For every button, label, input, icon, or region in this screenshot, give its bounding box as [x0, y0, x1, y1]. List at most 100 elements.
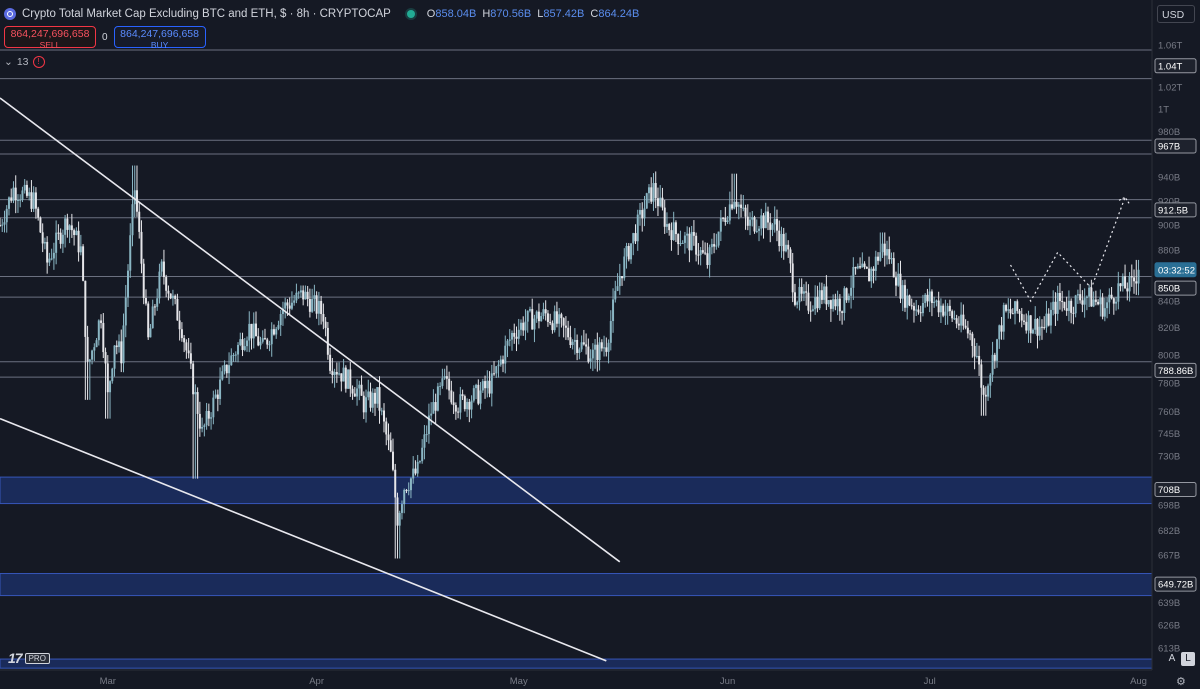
candle-body [975, 355, 978, 357]
candle-body [160, 261, 163, 272]
candle-body [740, 204, 743, 208]
candle-body [580, 342, 583, 350]
indicators-toggle[interactable]: ⌄ 13 ! [4, 56, 45, 68]
candle-body [724, 218, 727, 223]
price-level-label: 788.86B [1158, 366, 1193, 377]
chevron-down-icon[interactable]: ⌄ [4, 56, 13, 68]
candle-body [205, 410, 208, 426]
candle-body [1009, 309, 1012, 314]
candle-body [915, 309, 918, 311]
market-status-icon[interactable] [406, 10, 415, 18]
candle-body [1029, 315, 1032, 334]
candle-body [987, 385, 990, 397]
candle-body [531, 309, 534, 330]
candle-body [865, 266, 868, 269]
candle-body [477, 384, 480, 404]
candle-body [369, 391, 372, 408]
candle-body [816, 296, 819, 309]
candle-body [1117, 283, 1120, 302]
candle-body [488, 380, 491, 394]
candle-body [499, 359, 502, 365]
currency-select[interactable]: USD [1157, 5, 1195, 23]
candle-body [715, 245, 718, 247]
candle-body [46, 241, 49, 263]
candle-body [870, 268, 873, 282]
candle-body [243, 346, 246, 350]
trade-panel: 864,247,696,658 SELL 0 864,247,696,658 B… [4, 26, 206, 50]
candle-body [389, 440, 392, 452]
candle-body [302, 290, 305, 300]
candle-body [1097, 301, 1100, 305]
candle-body [230, 355, 233, 366]
candle-body [832, 299, 835, 309]
current-price-tag [1154, 262, 1197, 278]
auto-scale-button[interactable]: A [1168, 653, 1176, 664]
candle-body [378, 387, 381, 411]
candle-body [784, 244, 787, 252]
candle-body [1045, 313, 1048, 328]
candle-body [479, 390, 482, 404]
candle-body [859, 266, 862, 268]
candle-body [115, 345, 118, 348]
y-tick-label: 940B [1158, 173, 1180, 184]
candle-body [946, 305, 949, 312]
candle-body [347, 369, 350, 389]
candle-body [225, 364, 228, 374]
candle-body [55, 232, 58, 253]
candle-body [789, 249, 792, 264]
tradingview-logo[interactable]: 17 PRO [8, 650, 50, 666]
candle-body [124, 297, 127, 326]
candle-body [838, 298, 841, 312]
log-scale-button[interactable]: L [1181, 652, 1195, 666]
candle-body [335, 371, 338, 375]
candle-body [331, 370, 334, 376]
candle-body [906, 295, 909, 308]
candle-body [1002, 305, 1005, 332]
candle-body [643, 208, 646, 219]
candle-body [690, 232, 693, 251]
sell-label: SELL [39, 40, 61, 50]
support-zone [0, 476, 1153, 505]
candle-body [1052, 301, 1055, 310]
y-tick-label: 800B [1158, 350, 1180, 361]
candle-body [396, 497, 399, 526]
candle-body [726, 220, 729, 223]
close-key: C [590, 8, 599, 20]
candle-body [663, 207, 666, 227]
current-price-label: 03:32:52 [1158, 265, 1195, 276]
candle-body [614, 290, 617, 300]
candle-body [1036, 318, 1039, 336]
candle-body [268, 344, 271, 346]
candle-body [540, 316, 543, 322]
candle-body [461, 394, 464, 397]
candle-body [708, 247, 711, 266]
candle-body [787, 244, 790, 250]
candle-body [1119, 283, 1122, 287]
candle-body [773, 219, 776, 225]
candle-body [704, 252, 707, 254]
candle-body [695, 235, 698, 255]
candle-body [973, 345, 976, 357]
sell-button[interactable]: 864,247,696,658 SELL [4, 26, 96, 50]
error-icon[interactable]: ! [32, 56, 45, 68]
candle-body [706, 253, 709, 266]
wedge-trendline [0, 417, 607, 662]
tv-mark-icon: 17 [8, 650, 23, 666]
candle-body [535, 311, 538, 319]
buy-button[interactable]: 864,247,696,658 BUY [113, 26, 206, 50]
candle-body [585, 344, 588, 347]
gear-icon[interactable]: ⚙ [1176, 676, 1186, 688]
y-tick-label: 613B [1158, 644, 1180, 655]
candle-body [612, 299, 615, 322]
candle-body [1007, 309, 1010, 311]
candle-body [605, 347, 608, 352]
candle-body [798, 286, 801, 303]
candle-body [340, 373, 343, 382]
price-level-tag [1154, 58, 1197, 74]
candle-body [194, 392, 197, 395]
time-axis-background [0, 670, 1152, 689]
symbol-title[interactable]: Crypto Total Market Cap Excluding BTC an… [22, 8, 391, 20]
candle-body [281, 308, 284, 315]
candle-body [255, 323, 257, 337]
